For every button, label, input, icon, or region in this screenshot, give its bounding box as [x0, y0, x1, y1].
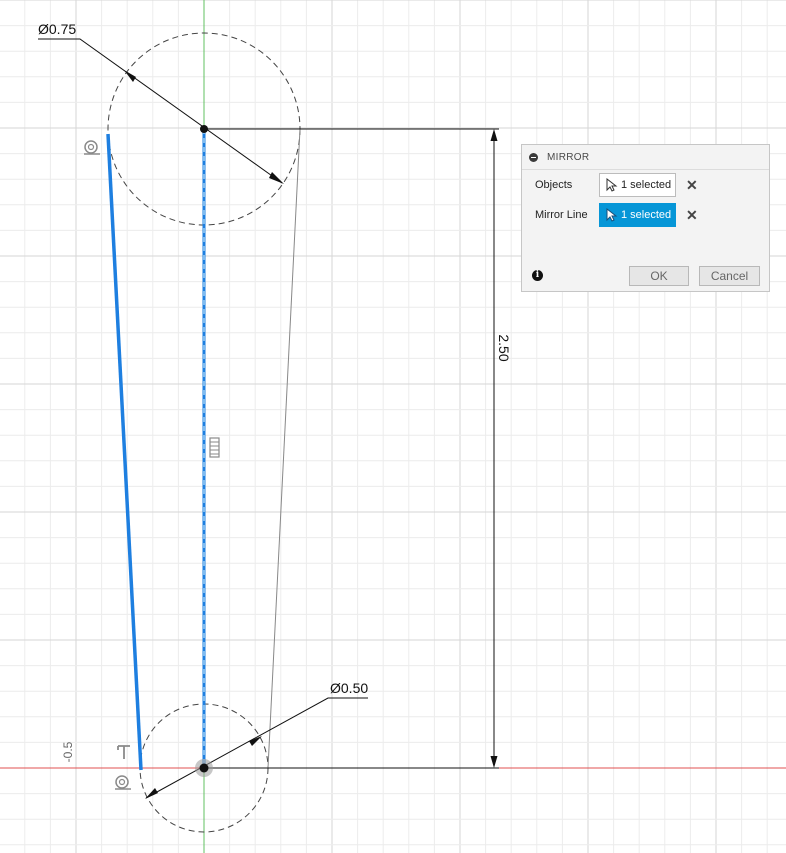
tangent-constraint-icon[interactable]	[115, 775, 131, 790]
cancel-button[interactable]: Cancel	[699, 266, 760, 286]
dim-arrow-bottom	[490, 756, 498, 768]
top-center-point[interactable]	[200, 125, 208, 133]
bottom-center-point[interactable]	[199, 763, 209, 773]
dim-arrow-top	[490, 129, 498, 141]
left-tangent-line-selected[interactable]	[106, 133, 143, 771]
clear-mirror-line-icon[interactable]: ✕	[686, 206, 698, 223]
tangent-constraint-icon[interactable]	[84, 140, 100, 155]
objects-selection-button[interactable]: 1 selected	[599, 173, 676, 197]
ok-button[interactable]: OK	[629, 266, 689, 286]
bottom-diameter-arrow-start	[145, 788, 158, 799]
mirror-line-row: Mirror Line 1 selected ✕	[522, 202, 769, 228]
cursor-arrow-icon	[606, 208, 618, 222]
top-diameter-leader	[38, 38, 283, 184]
mirror-line-label: Mirror Line	[535, 209, 588, 221]
vertical-dimension-label[interactable]: 2.50	[496, 334, 512, 361]
objects-selection-value: 1 selected	[621, 179, 672, 191]
bottom-diameter-label[interactable]: Ø0.50	[330, 680, 368, 696]
clear-objects-icon[interactable]: ✕	[686, 176, 698, 193]
right-tangent-line[interactable]	[267, 128, 301, 769]
bottom-diameter-leader	[145, 697, 368, 799]
objects-label: Objects	[535, 179, 573, 191]
mirror-line-selection-value: 1 selected	[621, 209, 672, 221]
objects-row: Objects 1 selected ✕	[522, 172, 769, 198]
top-diameter-label[interactable]: Ø0.75	[38, 21, 76, 37]
coincident-constraint-icon[interactable]	[117, 745, 130, 759]
top-diameter-arrow-start	[124, 70, 136, 82]
x-axis-tick-label: -0.5	[61, 741, 75, 762]
mirror-dialog: MIRROR Objects 1 selected ✕ Mirror Line …	[521, 144, 770, 292]
mirror-line-selection-button[interactable]: 1 selected	[599, 203, 676, 227]
top-diameter-arrow-end	[269, 172, 284, 184]
symmetric-constraint-icon[interactable]	[209, 437, 220, 458]
cursor-arrow-icon	[606, 178, 618, 192]
collapse-icon[interactable]	[529, 152, 538, 162]
mirror-dialog-header[interactable]: MIRROR	[522, 145, 769, 170]
bottom-diameter-arrow-end	[249, 736, 262, 746]
mirror-dialog-title: MIRROR	[547, 151, 590, 163]
info-icon[interactable]: i	[532, 270, 543, 281]
